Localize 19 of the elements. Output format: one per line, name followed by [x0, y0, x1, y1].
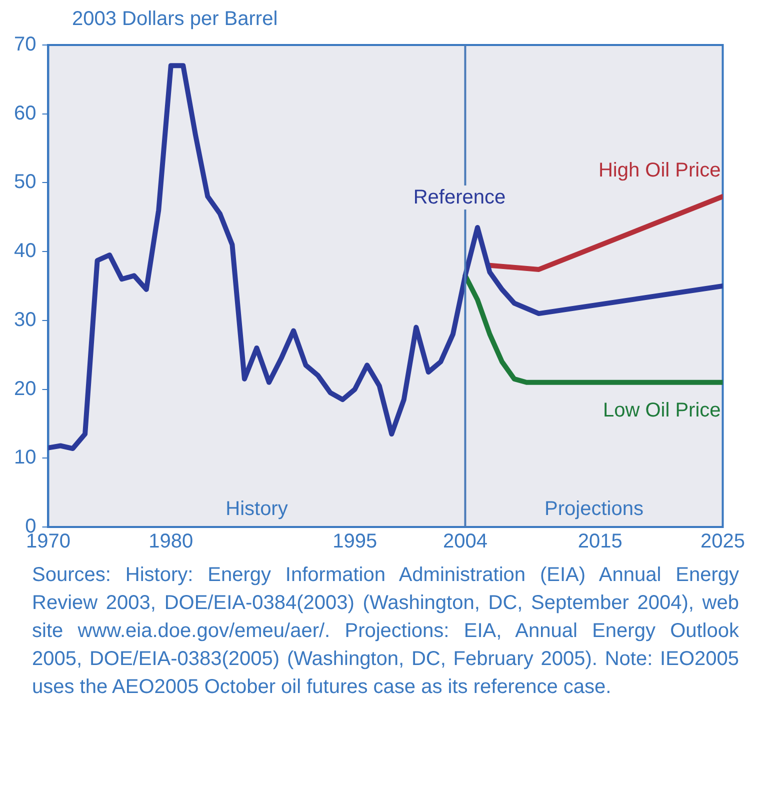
- y-tick-label: 20: [14, 378, 36, 400]
- series-label: Reference: [413, 186, 506, 208]
- y-tick-label: 40: [14, 240, 36, 262]
- y-tick-label: 30: [14, 308, 36, 331]
- annotation: History: [226, 498, 288, 520]
- y-tick-label: 50: [14, 171, 36, 194]
- x-tick-label: 2004: [442, 530, 488, 553]
- y-axis-title: 2003 Dollars per Barrel: [72, 8, 279, 31]
- x-tick-label: 1980: [148, 530, 194, 553]
- annotation: Projections: [544, 498, 644, 520]
- x-tick-label: 1995: [332, 530, 378, 553]
- series-label: Low Oil Price: [602, 399, 721, 422]
- y-tick-label: 10: [14, 446, 36, 469]
- series-label: High Oil Price: [598, 159, 721, 182]
- y-tick-label: 60: [14, 102, 36, 124]
- x-tick-label: 2015: [578, 530, 622, 553]
- source-note: Sources: History: Energy Information Administration (EIA) Annual Energy Review 2003, DOE/EIA-0384(2003) (Washington, DC, September 2004), web site www.eia.doe.gov/emeu/aer/. Projections: EIA, Annual Energy Outlook 2005, DOE/EIA-0383(2005) (Washington, DC, February 2005). Note: IEO2005 uses the AEO2005 October oil futures case as its reference case.: [31, 563, 740, 700]
- y-tick-label: 70: [14, 34, 36, 56]
- x-tick-label: 2025: [700, 530, 746, 553]
